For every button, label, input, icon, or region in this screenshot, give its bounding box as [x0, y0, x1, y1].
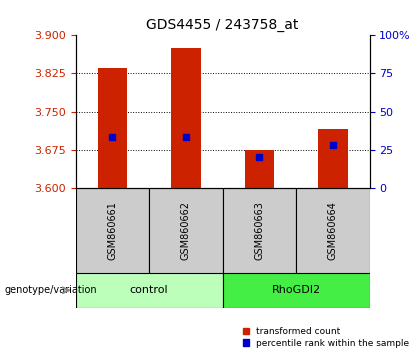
Text: GSM860664: GSM860664: [328, 201, 338, 259]
Bar: [318, 129, 348, 188]
Bar: [296, 188, 370, 273]
Text: control: control: [130, 285, 168, 295]
Bar: [171, 48, 201, 188]
Bar: [97, 68, 127, 188]
Text: GSM860661: GSM860661: [108, 201, 117, 259]
Text: GSM860663: GSM860663: [255, 201, 264, 259]
Bar: [76, 188, 149, 273]
Text: genotype/variation: genotype/variation: [4, 285, 97, 295]
Bar: [244, 150, 274, 188]
Bar: [223, 273, 370, 308]
Title: GDS4455 / 243758_at: GDS4455 / 243758_at: [147, 18, 299, 32]
Bar: [223, 188, 296, 273]
Text: RhoGDI2: RhoGDI2: [272, 285, 320, 295]
Bar: [76, 273, 223, 308]
Legend: transformed count, percentile rank within the sample: transformed count, percentile rank withi…: [241, 325, 411, 349]
Text: GSM860662: GSM860662: [181, 201, 191, 259]
Bar: [149, 188, 223, 273]
